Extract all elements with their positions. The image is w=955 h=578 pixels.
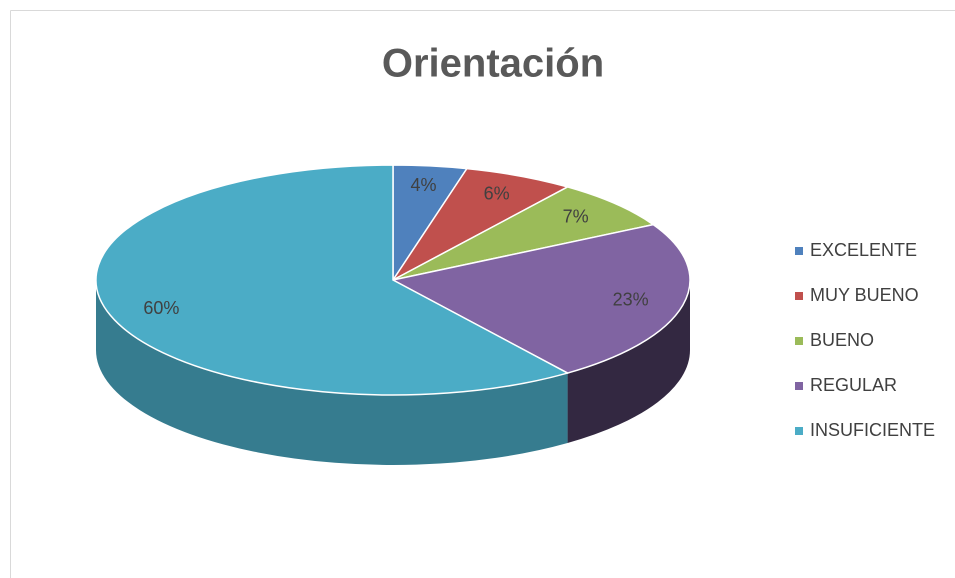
pie-slice-side — [96, 280, 568, 465]
pie-slice-side — [567, 280, 690, 444]
data-label: 60% — [143, 298, 179, 318]
legend-label: REGULAR — [810, 375, 897, 395]
pie-slice — [392, 186, 656, 281]
chart-title: Orientación — [382, 42, 604, 86]
data-label: 6% — [484, 183, 510, 203]
legend-label: BUENO — [810, 330, 874, 350]
legend-label: EXCELENTE — [810, 240, 917, 260]
legend-marker — [795, 427, 803, 435]
legend-marker — [795, 337, 803, 345]
pie-slice — [390, 223, 691, 374]
data-label: 23% — [613, 289, 649, 309]
legend-marker — [795, 382, 803, 390]
data-label: 4% — [411, 175, 437, 195]
legend-marker — [795, 292, 803, 300]
legend-marker — [795, 247, 803, 255]
data-label: 7% — [563, 206, 589, 226]
legend-label: INSUFICIENTE — [810, 420, 935, 440]
pie-slice — [95, 164, 570, 396]
legend-label: MUY BUENO — [810, 285, 919, 305]
